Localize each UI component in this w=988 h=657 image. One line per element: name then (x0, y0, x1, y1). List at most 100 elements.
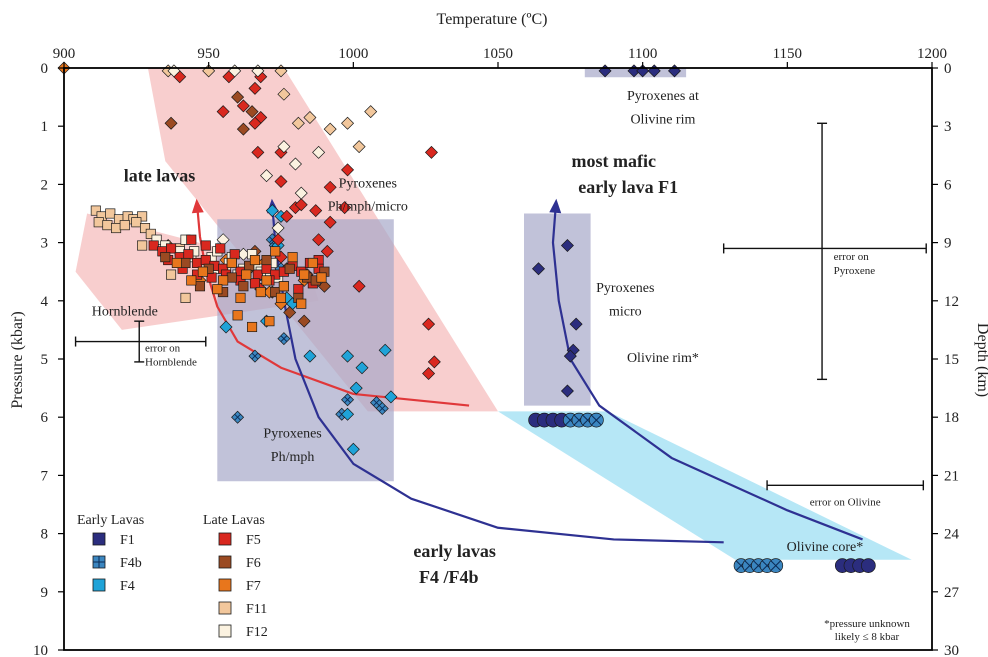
point-f4-9 (349, 381, 363, 395)
legend-label-f5: F5 (246, 533, 261, 548)
early-lava-f1-arrow (551, 204, 863, 541)
point-f5-17 (312, 233, 326, 247)
legend-swatch-f6 (218, 555, 232, 569)
point-f7-squares-1 (197, 266, 208, 277)
point-f4b-olivine-8-cross-b (770, 560, 782, 571)
point-f12-3 (277, 140, 291, 154)
y-axis-title-left: Pressure (kbar) (9, 311, 26, 408)
error-on-pyroxene-label-1: Pyroxene (834, 265, 876, 277)
point-f4-8 (355, 361, 369, 375)
point-f5-10 (274, 174, 288, 188)
depth-tick-label-27: 27 (944, 585, 960, 601)
point-f1-9 (563, 349, 577, 363)
region-label-9: Olivine rim* (627, 351, 699, 366)
point-f7-squares-5 (278, 281, 289, 292)
region-label-7: Pyroxenes at (627, 89, 699, 104)
point-f12-5 (294, 186, 308, 200)
legend-label-f6: F6 (246, 556, 261, 571)
point-f1-7 (569, 317, 583, 331)
point-f7-squares-9 (212, 284, 223, 295)
point-f7-squares-15 (249, 255, 260, 266)
legend-late-title: Late Lavas (203, 513, 265, 528)
point-f12-10 (312, 145, 326, 159)
point-f4-5 (219, 320, 233, 334)
point-f5-5 (216, 105, 230, 119)
x-tick-label-1050: 1050 (483, 46, 513, 62)
y-tick-label-2: 2 (41, 177, 49, 193)
point-f11-squares-2 (105, 208, 116, 219)
point-f11-squares-11 (131, 217, 142, 228)
legend-swatch-f5 (218, 532, 232, 546)
point-f5-18 (320, 244, 334, 258)
point-f11-squares-6 (137, 211, 148, 222)
point-f11-squares-16 (166, 269, 177, 280)
point-f5-squares-33 (215, 243, 226, 254)
point-f5-squares-34 (229, 249, 240, 260)
region-label-2: Hornblende (92, 304, 158, 319)
y-tick-label-8: 8 (41, 527, 49, 543)
point-f5-12 (280, 209, 294, 223)
point-f11-squares-17 (180, 292, 191, 303)
x-tick-label-900: 900 (53, 46, 76, 62)
region-label-8: Olivine rim (630, 112, 695, 127)
point-f4b-5-cross-b (234, 413, 241, 421)
point-f6-squares-1 (180, 257, 191, 269)
point-f5-8 (251, 145, 265, 159)
point-f11-7 (352, 140, 366, 154)
point-f11-3 (277, 87, 291, 101)
legend-label-f11: F11 (246, 602, 267, 617)
point-f11-squares-10 (119, 220, 130, 231)
point-f5-21 (338, 201, 352, 215)
point-f7-squares-13 (296, 298, 307, 309)
region-layer (75, 68, 912, 560)
y-tick-label-6: 6 (41, 410, 49, 426)
point-f5-squares-5 (192, 257, 203, 269)
point-f5-squares-2 (166, 243, 177, 254)
point-f5-15 (309, 204, 323, 218)
error-on-olivine-label-0: error on Olivine (810, 497, 881, 509)
point-f4-10 (384, 390, 398, 404)
point-f4-0 (265, 204, 279, 218)
point-f7-squares-7 (316, 272, 327, 283)
point-f5-squares-32 (200, 240, 211, 251)
arrow-label-1: most mafic (571, 151, 655, 171)
point-f4b-3-cross-b (280, 335, 288, 342)
x-axis-title: Temperature (ºC) (437, 11, 548, 28)
point-f5-squares-26 (249, 278, 260, 289)
point-f7-squares-10 (235, 292, 246, 303)
x-tick-label-1100: 1100 (628, 46, 657, 62)
point-f11-4 (303, 110, 317, 124)
point-f5-14 (271, 233, 285, 247)
legend-swatch-f1 (92, 532, 106, 546)
point-f11-squares-0 (90, 205, 101, 216)
legend-swatch-f12 (218, 624, 232, 638)
y-tick-label-10: 10 (33, 643, 48, 657)
arrow-label-0: late lavas (124, 165, 196, 185)
point-f11-squares-8 (102, 220, 113, 231)
point-f11-squares-14 (137, 240, 148, 251)
arrow-label-4: F4 /F4b (419, 567, 479, 587)
point-f6-squares-9 (194, 281, 206, 292)
depth-tick-label-24: 24 (944, 527, 960, 543)
region-label-4: Ph/mph (271, 450, 315, 465)
legend-swatch-f11 (218, 601, 232, 615)
footnote-line-1: *pressure unknown (824, 618, 910, 630)
point-f4-11 (378, 343, 392, 357)
legend-label-f4b: F4b (120, 556, 142, 571)
region-label-3: Pyroxenes (263, 427, 321, 442)
point-f7-squares-16 (270, 246, 281, 257)
depth-tick-label-15: 15 (944, 352, 959, 368)
point-f5-4 (236, 99, 250, 113)
point-f5-2 (248, 81, 262, 95)
x-tick-label-1150: 1150 (773, 46, 802, 62)
y-tick-label-7: 7 (41, 468, 49, 484)
point-f6-2 (245, 105, 259, 119)
arrow-label-3: early lavas (413, 541, 496, 561)
y-tick-label-0: 0 (41, 61, 49, 77)
point-f4-14 (303, 349, 317, 363)
point-f12-6 (260, 169, 274, 183)
arrow-label-2: early lava F1 (578, 177, 678, 197)
point-f6-squares-5 (261, 255, 272, 266)
depth-tick-label-0: 0 (944, 61, 952, 77)
point-f4b-4-cross-b (251, 352, 259, 360)
